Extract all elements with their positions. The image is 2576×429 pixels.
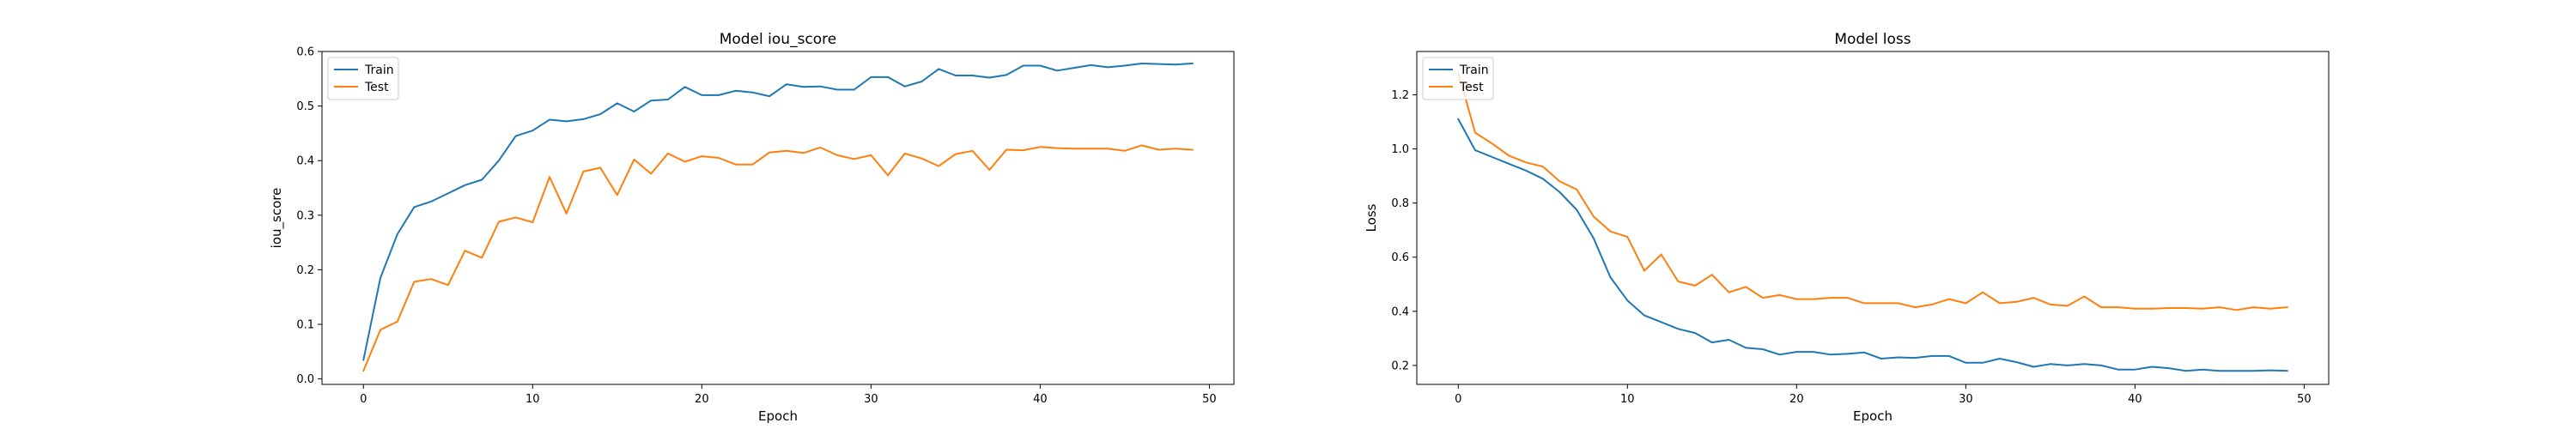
y-tick-label: 0.4 (1391, 305, 1409, 318)
x-tick-label: 0 (360, 393, 367, 406)
y-tick-label: 0.3 (296, 209, 314, 222)
y-tick-label: 0.1 (296, 319, 314, 332)
series-lines (1456, 71, 2288, 372)
y-tick-label: 0.0 (296, 373, 314, 386)
y-tick-label: 0.8 (1391, 197, 1409, 210)
chart-title: Model loss (1834, 31, 1911, 48)
series-line-train (362, 62, 1194, 361)
iou-score-chart: Model iou_score Epoch iou_score 0 10 20 30 4… (269, 31, 1235, 424)
y-tick-label: 0.2 (296, 264, 314, 277)
x-tick-label: 0 (1455, 393, 1461, 406)
x-tick-label: 20 (1789, 393, 1804, 406)
x-axis-label: Epoch (1853, 408, 1893, 424)
legend: Train Test (1422, 57, 1494, 100)
x-tick-label: 30 (1959, 393, 1973, 406)
x-tick-label: 10 (526, 393, 540, 406)
x-tick-label: 50 (2297, 393, 2312, 406)
series-line-test (361, 144, 1194, 372)
x-tick-label: 20 (695, 393, 709, 406)
series-lines (361, 62, 1194, 372)
legend-label-test: Test (364, 81, 389, 94)
y-tick-label: 0.4 (296, 155, 314, 168)
axis-ticks: 0 10 20 30 40 50 0.0 0.1 0.2 0.3 0.4 0.5 0.6 (296, 46, 1216, 407)
x-tick-label: 40 (2128, 393, 2142, 406)
legend: Train Test (327, 57, 399, 100)
y-axis-label: Loss (1364, 203, 1379, 232)
legend-label-train: Train (364, 63, 394, 77)
y-tick-label: 0.2 (1391, 360, 1409, 372)
series-line-train (1456, 118, 2288, 372)
legend-box (327, 57, 399, 100)
plot-frame (321, 51, 1235, 385)
x-tick-label: 50 (1202, 393, 1217, 406)
y-tick-label: 0.5 (296, 100, 314, 113)
y-tick-label: 0.6 (1391, 251, 1409, 264)
y-tick-label: 0.6 (296, 46, 314, 59)
y-tick-label: 1.0 (1391, 143, 1409, 156)
legend-box (1422, 57, 1494, 100)
axis-ticks: 0 10 20 30 40 50 0.2 0.4 0.6 0.8 1.0 1.2 (1391, 89, 2311, 406)
plot-frame (1416, 51, 2330, 385)
x-tick-label: 10 (1620, 393, 1635, 406)
x-tick-label: 40 (1033, 393, 1048, 406)
series-line-test (1457, 71, 2288, 311)
x-axis-label: Epoch (758, 408, 798, 424)
legend-label-train: Train (1459, 63, 1489, 77)
loss-chart: Model loss Epoch Loss 0 10 20 30 40 500.20.40… (1364, 31, 2330, 424)
legend-label-test: Test (1459, 81, 1484, 94)
x-tick-label: 30 (864, 393, 878, 406)
y-tick-label: 1.2 (1391, 89, 1409, 102)
chart-title: Model iou_score (720, 31, 837, 48)
y-axis-label: iou_score (269, 188, 285, 249)
